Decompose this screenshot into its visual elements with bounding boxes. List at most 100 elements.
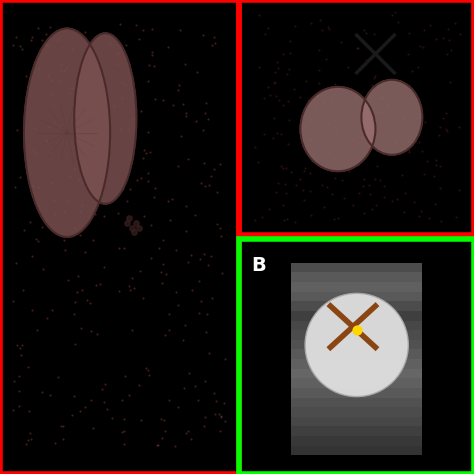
Point (331, 80, 339, 88)
Point (204, 262, 212, 269)
Point (207, 173, 214, 180)
Point (142, 365, 150, 372)
Point (128, 274, 136, 282)
Point (315, 46, 323, 54)
Point (168, 195, 175, 202)
Point (273, 188, 280, 195)
Point (51, 210, 59, 218)
Bar (291, 301, 422, 311)
Point (125, 282, 133, 290)
Point (67, 172, 74, 180)
Point (126, 287, 134, 294)
Point (323, 183, 331, 191)
Point (174, 301, 182, 309)
Point (15, 387, 22, 395)
Point (317, 16, 324, 24)
Point (141, 146, 148, 154)
Bar (291, 369, 422, 378)
Point (28, 252, 36, 260)
Point (16, 373, 23, 380)
Point (188, 436, 195, 443)
Point (446, 79, 453, 86)
Point (28, 306, 36, 314)
Point (162, 427, 169, 435)
Point (276, 96, 283, 104)
Point (439, 115, 447, 122)
Point (128, 327, 136, 334)
Point (38, 36, 46, 44)
Point (165, 396, 173, 403)
Point (70, 392, 77, 400)
Point (31, 125, 39, 132)
Point (43, 137, 50, 145)
Bar (291, 446, 422, 455)
Point (380, 182, 387, 190)
Point (174, 403, 182, 411)
Point (175, 81, 183, 89)
Point (282, 164, 290, 172)
Point (216, 225, 223, 232)
Point (393, 195, 401, 203)
Point (193, 68, 201, 75)
Point (368, 205, 375, 213)
Point (340, 194, 347, 202)
Point (136, 36, 143, 43)
Point (192, 117, 200, 125)
Point (148, 51, 156, 59)
Point (282, 190, 290, 197)
Point (166, 216, 173, 223)
Point (376, 94, 384, 102)
Point (117, 125, 124, 133)
Point (120, 416, 128, 423)
Point (71, 310, 78, 318)
Point (38, 142, 46, 149)
Point (127, 185, 134, 192)
Point (456, 31, 464, 38)
Point (165, 326, 173, 334)
Point (269, 135, 276, 142)
Point (27, 435, 35, 443)
Ellipse shape (361, 80, 422, 155)
Point (456, 123, 463, 131)
Point (368, 144, 375, 152)
Point (12, 33, 19, 40)
Point (76, 231, 83, 238)
Point (160, 96, 167, 103)
Point (345, 167, 353, 174)
Point (181, 60, 189, 68)
Point (195, 277, 202, 285)
Point (16, 42, 24, 50)
Point (371, 73, 379, 80)
Point (437, 162, 444, 170)
Point (50, 118, 58, 126)
Point (378, 109, 386, 117)
Point (379, 93, 387, 100)
Point (304, 97, 312, 104)
Point (300, 167, 307, 175)
Point (391, 139, 399, 146)
Point (279, 201, 287, 209)
Point (26, 218, 34, 226)
Bar (291, 263, 422, 455)
Point (284, 140, 292, 148)
Point (353, 93, 360, 101)
Point (38, 388, 46, 396)
Point (118, 94, 125, 101)
Point (194, 396, 202, 404)
Point (202, 328, 210, 336)
Point (121, 373, 129, 380)
Point (419, 147, 426, 155)
Bar (291, 359, 422, 369)
Point (91, 210, 99, 218)
Point (334, 214, 342, 221)
Point (16, 173, 24, 181)
Point (117, 20, 124, 27)
Point (144, 78, 152, 85)
Point (308, 19, 315, 27)
Point (266, 91, 273, 99)
Point (30, 58, 37, 65)
Point (271, 68, 279, 75)
Point (137, 416, 145, 424)
Point (218, 412, 225, 419)
Point (370, 30, 378, 37)
